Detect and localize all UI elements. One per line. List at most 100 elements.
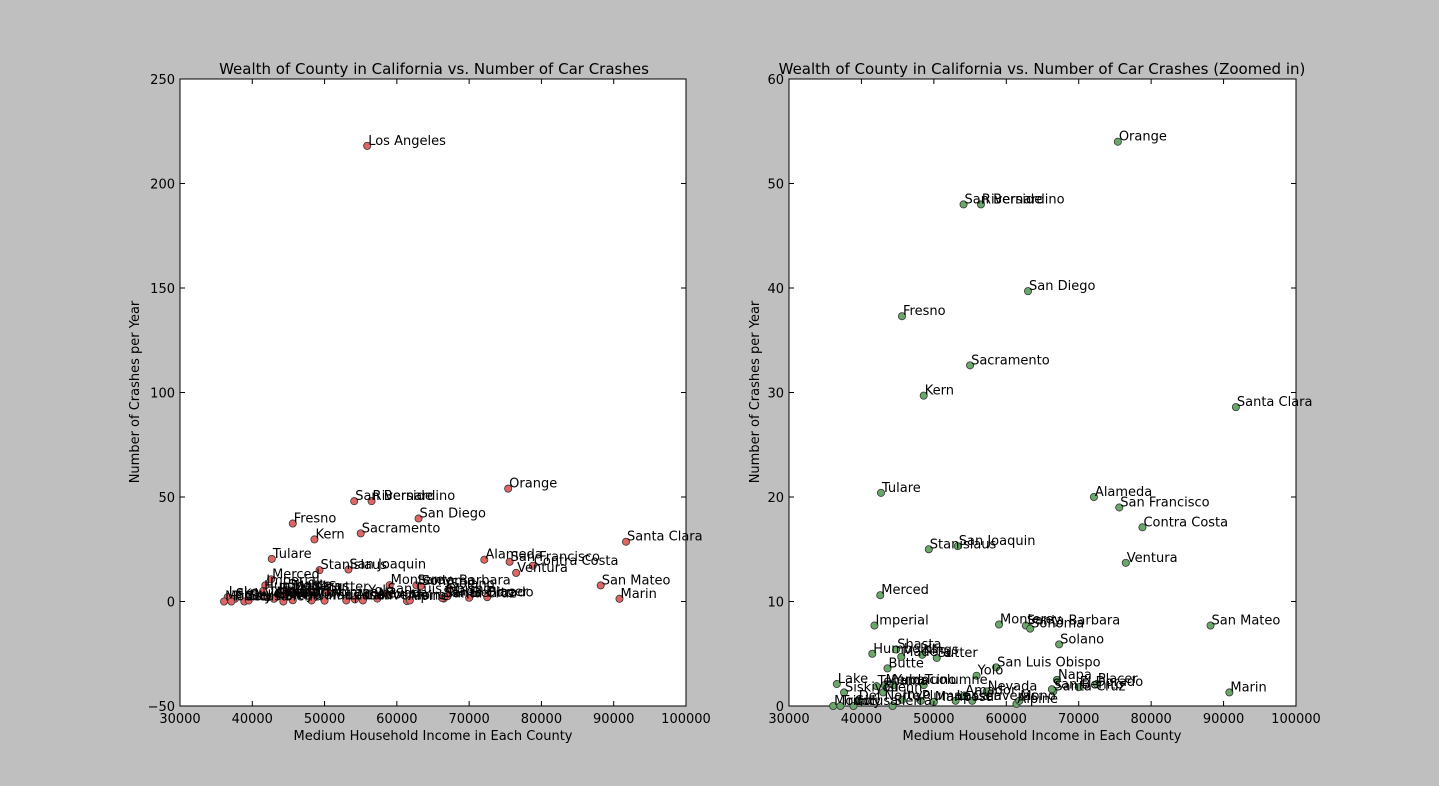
point-label: San Mateo <box>602 573 671 588</box>
data-point <box>876 591 885 600</box>
data-point <box>367 497 376 506</box>
point-label: San Bernardino <box>965 192 1065 207</box>
point-label: Sutter <box>328 580 369 595</box>
point-label: Sutter <box>938 646 979 661</box>
crashes-scatter-chart: Wealth of County in California vs. Numbe… <box>128 60 711 744</box>
data-point <box>288 596 297 605</box>
data-point <box>870 621 879 630</box>
data-point <box>363 591 372 600</box>
y-tick-label: 20 <box>767 491 784 506</box>
point-label: Tuolumne <box>314 585 378 600</box>
point-label: Modoc <box>834 694 877 709</box>
data-point <box>892 645 901 654</box>
point-label: Modoc <box>225 590 268 605</box>
data-point <box>1074 683 1083 692</box>
data-point <box>504 484 513 493</box>
point-label: Siskiyou <box>236 587 290 602</box>
point-label: Riverside <box>982 192 1042 207</box>
point-label: San Francisco <box>1120 495 1209 510</box>
point-label: Santa Barbara <box>1027 614 1120 629</box>
data-point <box>951 696 960 705</box>
point-label: Stanislaus <box>321 558 388 573</box>
point-label: Contra Costa <box>1143 515 1228 530</box>
point-label: San Diego <box>420 507 486 522</box>
y-ticks: 0 10 20 30 40 50 60 <box>767 73 1296 715</box>
y-tick-label: 50 <box>767 178 784 193</box>
data-point <box>883 664 892 673</box>
point-label: Monterey <box>1000 612 1062 627</box>
point-label: Imperial <box>266 573 319 588</box>
data-point <box>966 361 975 370</box>
point-label: Placer <box>1098 672 1139 687</box>
data-point <box>918 650 927 659</box>
data-point <box>897 652 906 661</box>
point-label: Yuba <box>284 585 316 600</box>
point-label: Mono <box>411 588 446 603</box>
point-label: Sacramento <box>971 353 1050 368</box>
data-point <box>919 681 928 690</box>
point-label: Orange <box>1119 130 1167 145</box>
data-point <box>244 596 253 605</box>
point-label: Shasta <box>897 638 941 653</box>
point-label: Stanislaus <box>930 537 997 552</box>
point-label: Calaveras <box>973 689 1038 704</box>
data-point <box>897 312 906 321</box>
crashes-scatter-zoomed-chart: Wealth of County in California vs. Numbe… <box>748 60 1321 744</box>
point-label: Mono <box>1020 689 1055 704</box>
data-point <box>982 687 991 696</box>
point-label: Lassen <box>347 588 392 603</box>
x-tick-label: 30000 <box>159 712 200 727</box>
point-label: Madera <box>902 645 951 660</box>
x-axis-label: Medium Household Income in Each County <box>294 729 573 744</box>
point-label: Tuolumne <box>924 673 988 688</box>
data-point <box>932 653 941 662</box>
x-tick-label: 50000 <box>913 712 954 727</box>
point-label: Tulare <box>881 481 921 496</box>
x-tick-label: 40000 <box>232 712 273 727</box>
data-point <box>832 680 841 689</box>
point-label: Sierra <box>284 590 322 605</box>
data-point <box>992 663 1001 672</box>
data-point <box>416 582 425 591</box>
data-point <box>968 696 977 705</box>
data-point <box>924 545 933 554</box>
point-label: Ventura <box>1127 551 1178 566</box>
point-label: San Luis Obispo <box>388 582 491 597</box>
x-tick-label: 80000 <box>1130 712 1171 727</box>
point-label: Sonoma <box>422 574 475 589</box>
point-label: Humboldt <box>873 642 937 657</box>
point-label: Napa <box>1058 668 1092 683</box>
point-label: Lake <box>838 672 868 687</box>
point-label: San Diego <box>1029 279 1095 294</box>
point-labels-layer: Los Angeles Orange San BernardinoRiverside… <box>225 134 703 605</box>
point-label: Alpine <box>408 589 449 604</box>
point-label: Monterey <box>391 573 453 588</box>
point-label: Yolo <box>367 583 394 598</box>
point-label: San Benito <box>443 586 513 601</box>
data-point <box>405 596 414 605</box>
x-tick-label: 60000 <box>376 712 417 727</box>
plot-area <box>179 78 687 707</box>
data-point <box>1092 680 1101 689</box>
point-label: Solano <box>451 577 495 592</box>
data-point <box>897 695 906 704</box>
data-point <box>358 596 367 605</box>
point-label: Kern <box>315 527 344 542</box>
point-label: Santa Barbara <box>417 573 510 588</box>
x-tick-label: 90000 <box>593 712 634 727</box>
x-tick-label: 40000 <box>841 712 882 727</box>
point-label: Nevada <box>378 587 428 602</box>
point-label: Sierra <box>894 694 932 709</box>
point-label: Amador <box>965 684 1017 699</box>
data-point <box>307 596 316 605</box>
data-point <box>445 585 454 594</box>
data-point <box>443 592 452 601</box>
point-label: San Joaquin <box>349 558 426 573</box>
point-label: Glenn <box>884 680 922 695</box>
point-label: Tehama <box>267 586 319 601</box>
data-point <box>872 682 881 691</box>
data-point <box>465 593 474 602</box>
y-tick-label: 60 <box>767 73 784 88</box>
